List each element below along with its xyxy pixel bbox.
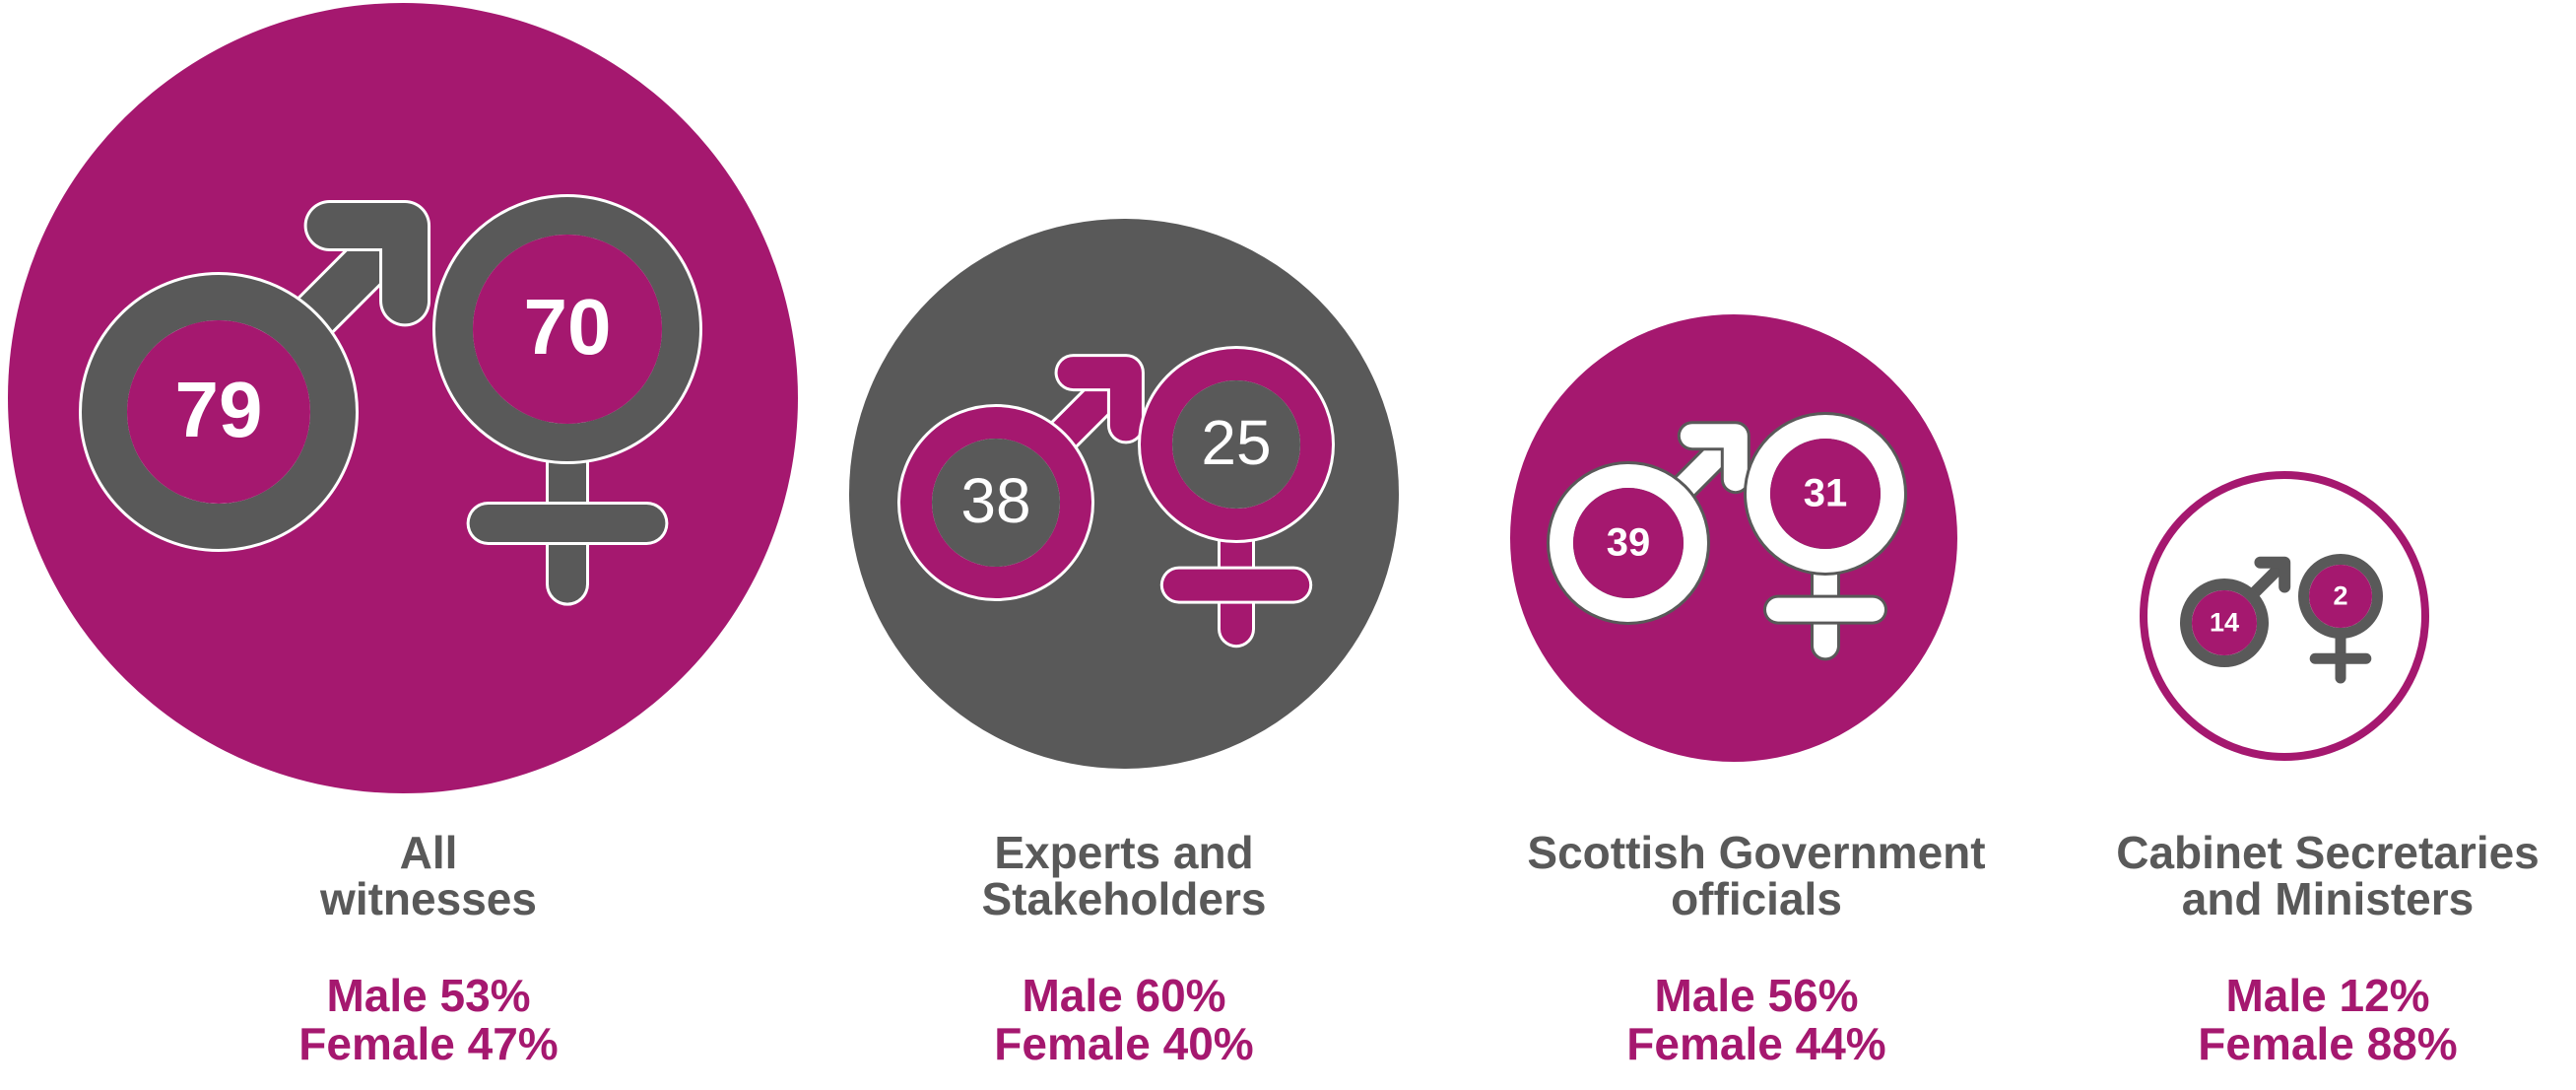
female-inner (473, 235, 662, 424)
group-title: All (400, 827, 458, 878)
group-title: Experts and (994, 827, 1253, 878)
male-arrow-shaft (296, 223, 408, 335)
female-share: Female 40% (994, 1018, 1253, 1069)
female-share: Female 44% (1626, 1018, 1885, 1069)
male-count: 39 (1607, 521, 1651, 565)
female-inner (1172, 380, 1300, 509)
group-title: Scottish Government (1527, 827, 1985, 878)
group-title: officials (1671, 873, 1842, 924)
male-arrow-shaft (1672, 434, 1738, 500)
male-share: Male 56% (1654, 970, 1858, 1021)
female-share: Female 47% (298, 1018, 558, 1069)
male-ring (1550, 464, 1707, 622)
female-ring (2298, 554, 2383, 639)
male-share: Male 60% (1022, 970, 1225, 1021)
female-ring (1141, 349, 1332, 540)
female-count: 25 (1201, 407, 1271, 478)
male-inner (2192, 590, 2257, 655)
male-arrow-shaft (2247, 562, 2285, 600)
male-ring (2180, 579, 2269, 667)
male-arrow-head (306, 202, 429, 324)
male-share: Male 53% (326, 970, 530, 1021)
group-title: witnesses (319, 873, 537, 924)
male-count: 38 (960, 465, 1030, 536)
female-ring (435, 197, 699, 461)
male-arrow-head (1680, 424, 1748, 492)
male-count: 14 (2210, 607, 2239, 637)
group-title: Cabinet Secretaries (2116, 827, 2540, 878)
female-inner (2309, 565, 2372, 628)
group-circle (2140, 471, 2429, 761)
male-share: Male 12% (2225, 970, 2429, 1021)
male-arrow-head (1057, 357, 1142, 442)
female-inner (1770, 439, 1881, 549)
female-share: Female 88% (2198, 1018, 2457, 1069)
group-title: Stakeholders (982, 873, 1267, 924)
female-ring (1747, 415, 1904, 573)
male-ring (82, 275, 356, 549)
male-inner (1573, 488, 1684, 598)
male-count: 79 (175, 366, 263, 453)
male-ring (900, 407, 1091, 598)
male-arrow-head (2254, 556, 2291, 593)
male-inner (127, 320, 310, 504)
group-title: and Ministers (2182, 873, 2475, 924)
female-count: 31 (1804, 472, 1848, 515)
female-count: 70 (524, 283, 612, 371)
male-arrow-shaft (1048, 371, 1128, 450)
female-count: 2 (2333, 580, 2347, 610)
male-inner (932, 439, 1060, 567)
